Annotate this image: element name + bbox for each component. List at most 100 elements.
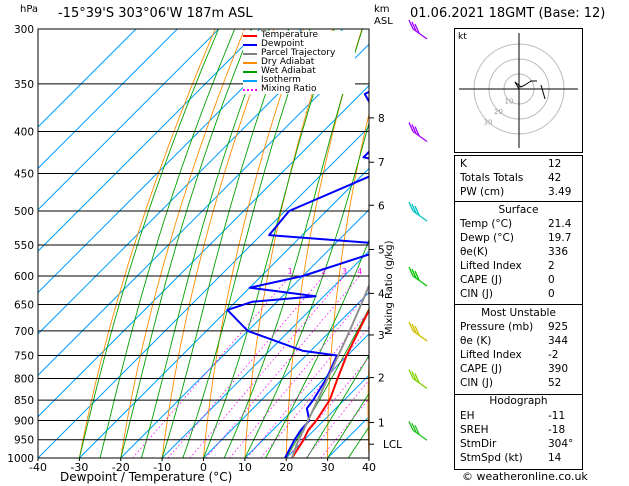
legend-swatch [243, 71, 257, 73]
pressure-tick-label: 750 [14, 350, 34, 362]
isotherm-line [38, 84, 369, 418]
height-unit-label: km ASL [374, 4, 393, 28]
mixing-ratio-label: 1 [288, 267, 293, 276]
km-label: km [374, 4, 390, 15]
x-tick-label: 30 [321, 461, 335, 474]
asl-label: ASL [374, 16, 393, 27]
hodo-row: EH -11 [460, 410, 566, 422]
x-tick-label: 40 [362, 461, 376, 474]
wind-barb-flag [408, 420, 414, 431]
pressure-tick-label: 1000 [7, 453, 34, 465]
legend-item: Temperature [243, 31, 355, 40]
isotherm-line [79, 167, 369, 458]
hodo-row: SREH -18 [460, 424, 566, 436]
km-tick-label: 5 [378, 244, 385, 256]
wind-barb-flag [414, 23, 420, 34]
km-tick-label: 7 [378, 157, 385, 169]
x-tick-label: 20 [279, 461, 293, 474]
mixing-ratio-label: 3 [342, 267, 347, 276]
mixing-ratio-line [132, 275, 291, 458]
legend-item: Wet Adiabat [243, 67, 355, 76]
surface-title: Surface [498, 204, 539, 216]
isotherm-line [38, 29, 178, 170]
wind-barb [408, 266, 428, 287]
x-tick-label: -30 [70, 461, 88, 474]
index-row-k: K 12 [460, 158, 562, 170]
wet-adiabat-line [306, 354, 369, 458]
wind-barb [408, 420, 428, 441]
mixing-ratio-axis-label: Mixing Ratio (g/kg) [384, 240, 395, 335]
hodo-row: StmDir 304° [460, 438, 574, 450]
wind-barb [408, 369, 428, 390]
wind-barb-flag [408, 201, 414, 212]
legend-label: Parcel Trajectory [261, 48, 336, 58]
legend-label: Temperature [261, 30, 319, 40]
wind-barb-flag [408, 369, 414, 379]
x-tick-label: -40 [29, 461, 47, 474]
isotherm-line [244, 333, 369, 458]
pressure-tick-label: 700 [14, 326, 34, 338]
km-tick-label: 3 [378, 330, 385, 342]
mixing-ratio-label: 8 [396, 267, 401, 276]
storm-motion-marker [540, 84, 546, 100]
index-row-totals: Totals Totals 42 [460, 172, 562, 184]
legend-item: Parcel Trajectory [243, 49, 355, 58]
mixing-ratio-line [189, 275, 345, 458]
surface-row: CAPE (J) 0 [460, 274, 555, 286]
wind-barb-flag [414, 325, 420, 336]
background-lines: 12346810152025 [38, 29, 617, 458]
mu-row: Lifted Index -2 [460, 349, 559, 361]
wind-barb [408, 201, 428, 222]
pressure-tick-label: 950 [14, 435, 34, 447]
wind-barbs [408, 19, 428, 441]
x-tick-label: 10 [238, 461, 252, 474]
mixing-ratio-line [246, 310, 369, 458]
dry-adiabat-line [367, 349, 369, 458]
wind-barb-flag [408, 122, 414, 132]
sounding-series [226, 90, 369, 458]
legend-swatch [243, 80, 257, 82]
legend-label: Wet Adiabat [261, 66, 316, 76]
pressure-tick-label: 300 [14, 24, 34, 36]
wind-barb [408, 19, 428, 40]
mu-row: CAPE (J) 390 [460, 363, 569, 375]
isotherm-line [38, 29, 220, 211]
isotherm-line [38, 29, 137, 128]
dry-adiabat-line [586, 29, 617, 458]
wind-barb [408, 321, 428, 342]
km-tick-label: 1 [378, 417, 385, 429]
mixing-ratio-label: 4 [357, 267, 362, 276]
wind-barb-flag [408, 321, 414, 332]
pressure-tick-label: 600 [14, 271, 34, 283]
km-tick-label: 4 [378, 288, 385, 300]
legend-swatch [243, 35, 257, 37]
legend-label: Dry Adiabat [261, 57, 315, 67]
pressure-unit-label: hPa [20, 4, 39, 15]
legend-item: Dry Adiabat [243, 58, 355, 67]
pressure-tick-label: 800 [14, 373, 34, 385]
surface-row: Lifted Index 2 [460, 260, 555, 272]
surface-row: θe(K) 336 [460, 246, 569, 258]
mixing-ratio-label: 15 [431, 267, 441, 276]
most-unstable-section: Most Unstable Pressure (mb) 925 θe (K) 344… [455, 306, 582, 395]
legend-label: Mixing Ratio [261, 84, 317, 94]
x-tick-label: -20 [112, 461, 130, 474]
isotherm-line [285, 374, 369, 458]
mu-row: Pressure (mb) 925 [460, 321, 569, 333]
surface-row: Temp (°C) 21.4 [460, 218, 572, 230]
wind-barb-flag [414, 270, 420, 281]
hodograph-ring-label: 20 [494, 108, 503, 116]
wind-barb-flag [411, 371, 417, 381]
index-row-pw: PW (cm) 3.49 [460, 186, 572, 198]
wind-barb-flag [408, 19, 414, 30]
x-tick-label: -10 [153, 461, 171, 474]
series-temperature [291, 308, 369, 458]
km-tick-label: 8 [378, 113, 385, 125]
km-tick-label: 6 [378, 200, 385, 212]
hodo-row: StmSpd (kt) 14 [460, 452, 562, 464]
wind-barb-flag [411, 124, 417, 134]
wind-barb-flag [411, 323, 417, 334]
wind-barb-flag [411, 422, 417, 433]
chart-legend: Temperature Dewpoint Parcel Trajectory Dry … [243, 31, 355, 94]
